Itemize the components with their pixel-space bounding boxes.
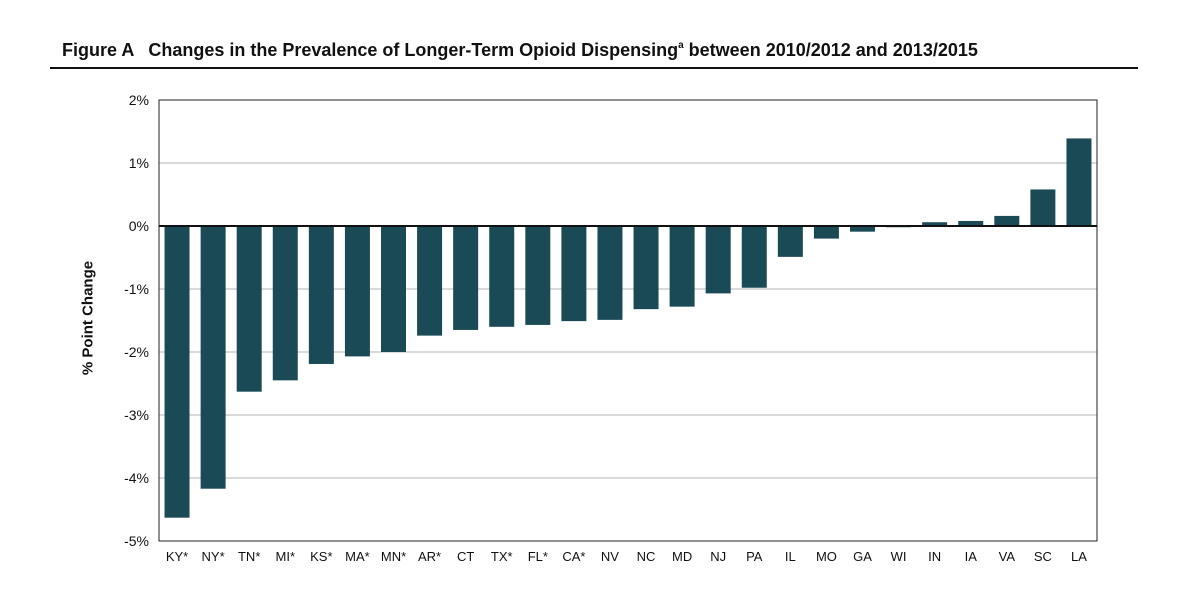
x-tick-label: MN* <box>381 549 406 564</box>
x-tick-label: IA <box>965 549 978 564</box>
bar <box>741 226 767 288</box>
x-tick-label: AR* <box>418 549 441 564</box>
title-rule <box>50 67 1138 69</box>
bar <box>850 226 875 232</box>
x-tick-label: NJ <box>710 549 726 564</box>
bar <box>705 226 731 294</box>
x-tick-label: MI* <box>276 549 296 564</box>
bar <box>597 226 623 320</box>
bar <box>813 226 839 239</box>
bar <box>417 226 443 336</box>
x-tick-label: CA* <box>562 549 585 564</box>
x-tick-label: NC <box>637 549 656 564</box>
x-tick-label: TX* <box>491 549 513 564</box>
x-tick-label: SC <box>1034 549 1052 564</box>
bar <box>958 220 984 226</box>
x-tick-label: VA <box>999 549 1016 564</box>
x-tick-label: MO <box>816 549 837 564</box>
x-tick-label: LA <box>1071 549 1087 564</box>
y-tick-label: 0% <box>129 218 149 234</box>
y-tick-label: -5% <box>124 533 149 549</box>
x-tick-label: IN <box>928 549 941 564</box>
x-tick-label: MA* <box>345 549 370 564</box>
title-end: between 2010/2012 and 2013/2015 <box>683 40 978 60</box>
x-tick-label: KY* <box>166 549 188 564</box>
bar <box>633 226 659 310</box>
bar <box>1030 189 1056 226</box>
figure-title: Figure A Changes in the Prevalence of Lon… <box>62 40 978 61</box>
bar <box>308 226 334 364</box>
bar <box>381 226 406 352</box>
x-tick-label: TN* <box>238 549 260 564</box>
x-tick-label: CT <box>457 549 474 564</box>
y-tick-label: 2% <box>129 92 149 108</box>
bar <box>669 226 695 307</box>
bar <box>272 226 298 381</box>
bar <box>994 215 1020 226</box>
bar <box>453 226 479 330</box>
plot-frame <box>158 99 1098 542</box>
y-tick-label: -3% <box>124 407 149 423</box>
title-footnote-marker: a <box>678 40 684 51</box>
y-tick-label: -2% <box>124 344 149 360</box>
x-tick-label: FL* <box>528 549 548 564</box>
x-tick-label: MD <box>672 549 692 564</box>
x-tick-label: KS* <box>310 549 332 564</box>
x-tick-label: NY* <box>202 549 225 564</box>
bar <box>525 226 551 325</box>
bar <box>164 226 190 518</box>
x-tick-label: PA <box>746 549 763 564</box>
x-tick-label: NV <box>601 549 619 564</box>
bar <box>1066 138 1092 226</box>
title-main: Changes in the Prevalence of Longer-Term… <box>148 40 679 60</box>
bar <box>922 222 948 226</box>
bar <box>344 226 370 357</box>
bar <box>236 226 262 392</box>
x-tick-label: GA <box>853 549 872 564</box>
y-tick-label: -1% <box>124 281 149 297</box>
y-tick-label: 1% <box>129 155 149 171</box>
bar <box>200 226 226 489</box>
x-tick-label: WI <box>891 549 907 564</box>
bar <box>561 226 587 322</box>
bar <box>489 226 515 327</box>
y-tick-label: -4% <box>124 470 149 486</box>
x-tick-label: IL <box>785 549 796 564</box>
figure-label: Figure A <box>62 40 135 60</box>
bar <box>777 226 803 257</box>
